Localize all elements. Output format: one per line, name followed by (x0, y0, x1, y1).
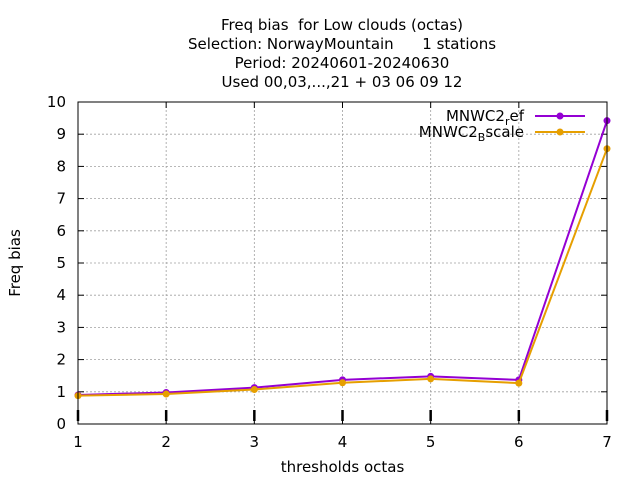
data-point (339, 379, 346, 387)
y-tick-label: 10 (47, 93, 66, 111)
x-tick-label: 3 (250, 433, 260, 451)
x-tick-label: 5 (426, 433, 436, 451)
y-tick-label: 4 (56, 286, 66, 304)
plot-frame (77, 101, 608, 425)
x-axis-ticks: 1 2 3 4 5 6 7 (73, 102, 612, 451)
x-tick-label: 7 (602, 433, 612, 451)
legend-marker-1 (556, 112, 564, 120)
data-point (515, 379, 523, 387)
y-tick-label: 1 (56, 383, 66, 401)
y-tick-label: 9 (56, 125, 66, 143)
data-series (74, 117, 611, 400)
y-axis-label: Freq bias (6, 229, 24, 297)
grid-lines (78, 102, 607, 424)
chart-title: Freq bias for Low clouds (octas)Selectio… (188, 16, 496, 91)
data-point (427, 375, 435, 383)
x-tick-label: 2 (161, 433, 171, 451)
x-tick-label: 1 (73, 433, 83, 451)
legend-label-1: MNWC2ref (446, 107, 525, 128)
series-line-1 (77, 120, 608, 397)
legend-label-2: MNWC2Bscale (419, 123, 524, 144)
y-tick-label: 5 (56, 254, 66, 272)
x-axis-label: thresholds octas (281, 458, 405, 476)
y-tick-label: 8 (56, 157, 66, 175)
x-tick-label: 6 (514, 433, 524, 451)
title-line-3: Period: 20240601-20240630 (235, 54, 450, 72)
title-line-4: Used 00,03,...,21 + 03 06 09 12 (222, 73, 463, 91)
title-line-2: Selection: NorwayMountain 1 stations (188, 35, 496, 53)
y-tick-label: 0 (56, 415, 66, 433)
data-point (162, 390, 170, 398)
legend-marker-2 (556, 128, 564, 136)
y-tick-label: 2 (56, 351, 66, 369)
y-tick-label: 6 (56, 222, 66, 240)
y-tick-label: 7 (56, 190, 66, 208)
x-tick-label: 4 (338, 433, 348, 451)
title-line-1: Freq bias for Low clouds (octas) (221, 16, 463, 34)
y-tick-label: 3 (56, 318, 66, 336)
data-point (250, 386, 258, 394)
